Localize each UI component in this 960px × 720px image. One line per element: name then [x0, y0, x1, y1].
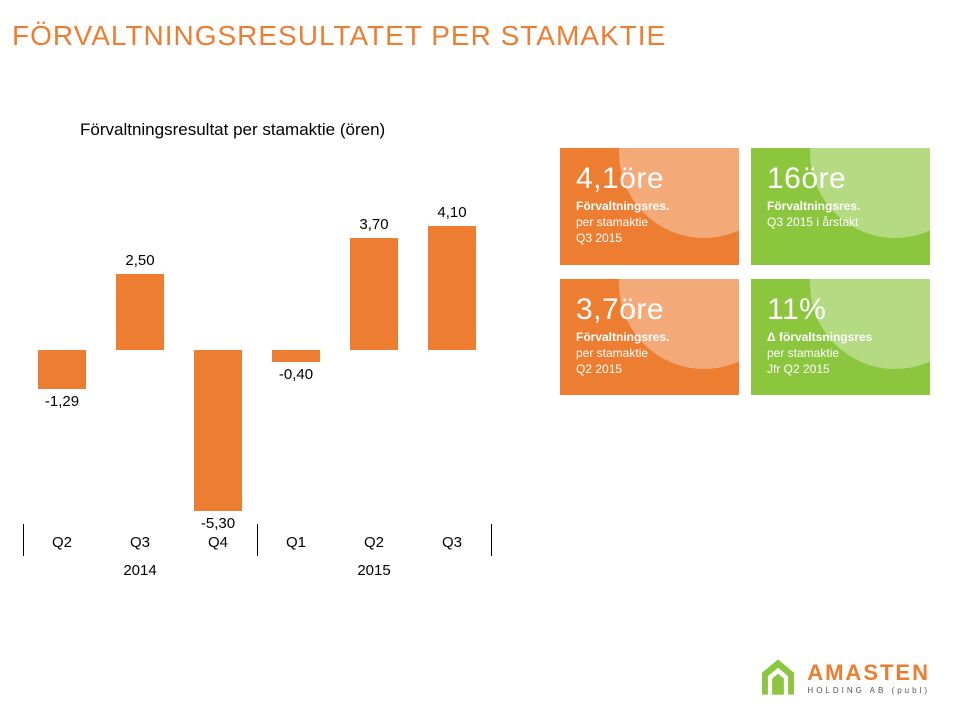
info-big: 3,7öre: [576, 293, 723, 327]
info-box: 16öre Förvaltningsres.Q3 2015 i årstakt: [751, 148, 930, 265]
info-caption: Förvaltningsres.: [576, 198, 723, 214]
bar-value-label: 3,70: [334, 216, 414, 233]
bar-value-label: -1,29: [22, 393, 102, 410]
bar: [194, 350, 242, 511]
page-title: FÖRVALTNINGSRESULTATET PER STAMAKTIE: [12, 20, 666, 52]
bar-value-label: 4,10: [412, 204, 492, 221]
info-caption: Δ förvaltsningsres: [767, 329, 914, 345]
bar-value-label: 2,50: [100, 252, 180, 269]
info-caption: Förvaltningsres.: [576, 329, 723, 345]
axis-category-label: Q1: [272, 534, 320, 551]
axis-category-label: Q3: [116, 534, 164, 551]
axis-category-label: Q4: [194, 534, 242, 551]
logo-name: AMASTEN: [807, 660, 930, 686]
info-box: 11% Δ förvaltsningsresper stamaktieJfr Q2…: [751, 279, 930, 396]
axis-category-label: Q3: [428, 534, 476, 551]
axis-year-label: 2015: [272, 562, 476, 579]
bar: [38, 350, 86, 389]
page-root: FÖRVALTNINGSRESULTATET PER STAMAKTIE För…: [0, 0, 960, 720]
info-big: 16öre: [767, 162, 914, 196]
info-box: 3,7öre Förvaltningsres.per stamaktieQ2 20…: [560, 279, 739, 396]
axis-tick: [491, 524, 492, 556]
axis-tick: [257, 524, 258, 556]
brand-logo: AMASTEN HOLDING AB (publ): [757, 656, 930, 698]
info-box: 4,1öre Förvaltningsres.per stamaktieQ3 20…: [560, 148, 739, 265]
bar-value-label: -5,30: [178, 515, 258, 532]
logo-icon: [757, 656, 799, 698]
axis-year-label: 2014: [38, 562, 242, 579]
chart-title: Förvaltningsresultat per stamaktie (ören…: [80, 120, 385, 140]
info-big: 11%: [767, 293, 914, 327]
bar: [428, 226, 476, 350]
info-caption: Förvaltningsres.: [767, 198, 914, 214]
info-big: 4,1öre: [576, 162, 723, 196]
info-row: 4,1öreFörvaltningsres.per stamaktieQ3 20…: [560, 148, 930, 265]
bar: [272, 350, 320, 362]
bar-value-label: -0,40: [256, 366, 336, 383]
bar: [116, 274, 164, 350]
bar: [350, 238, 398, 350]
info-sub: per stamaktieQ3 2015: [576, 214, 723, 246]
axis-category-label: Q2: [38, 534, 86, 551]
axis-tick: [23, 524, 24, 556]
info-sub: per stamaktieQ2 2015: [576, 345, 723, 377]
info-boxes: 4,1öreFörvaltningsres.per stamaktieQ3 20…: [560, 148, 930, 409]
logo-sub: HOLDING AB (publ): [807, 686, 930, 695]
info-row: 3,7öre Förvaltningsres.per stamaktieQ2 20…: [560, 279, 930, 396]
info-sub: per stamaktieJfr Q2 2015: [767, 345, 914, 377]
axis-category-label: Q2: [350, 534, 398, 551]
info-sub: Q3 2015 i årstakt: [767, 214, 914, 230]
